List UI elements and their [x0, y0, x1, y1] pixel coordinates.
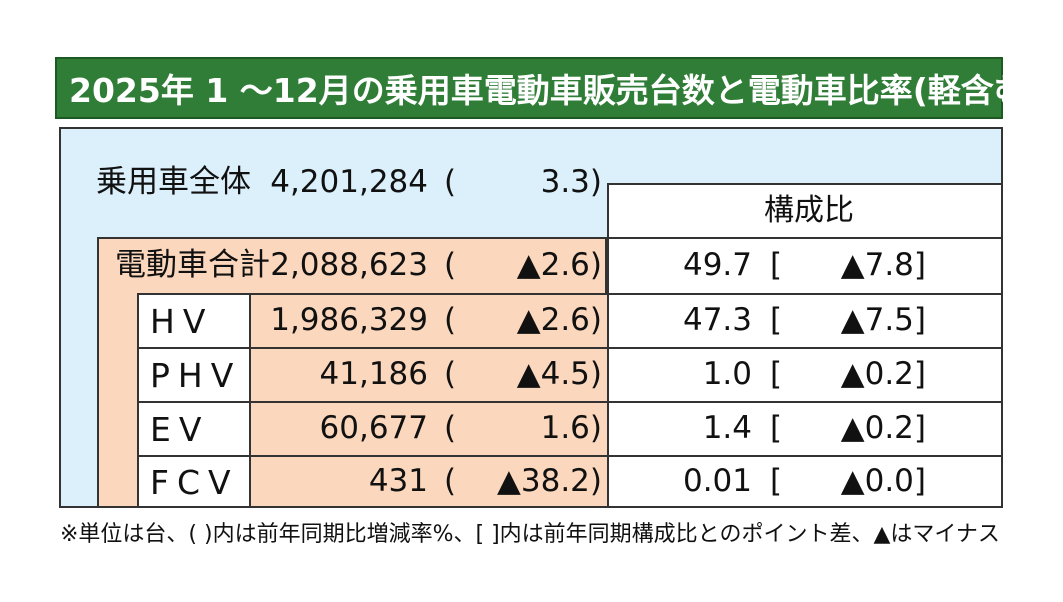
row-ratio: 1.0 — [702, 356, 752, 392]
total-open-paren: ( — [444, 164, 457, 200]
ratio-divider — [607, 347, 1003, 349]
row-units: 60,677 — [319, 410, 428, 446]
open-paren: ( — [444, 356, 457, 392]
row-ratio-change: ▲7.8] — [840, 247, 926, 283]
row-ratio: 0.01 — [682, 463, 752, 499]
row-change: 1.6) — [540, 410, 602, 446]
row-bg-hv — [251, 293, 607, 349]
row-label-total-ev: 電動車合計 — [115, 247, 270, 283]
total-units: 4,201,284 — [270, 164, 428, 200]
row-label-box-fcv — [137, 455, 251, 508]
row-bg-fcv — [251, 455, 607, 508]
row-change: ▲4.5) — [516, 356, 602, 392]
open-bracket: [ — [770, 247, 783, 283]
ratio-divider — [607, 293, 1003, 295]
row-change: ▲2.6) — [516, 302, 602, 338]
row-units: 431 — [368, 463, 428, 499]
total-change: 3.3) — [540, 164, 602, 200]
row-ratio: 47.3 — [682, 302, 752, 338]
row-units: 1,986,329 — [270, 302, 428, 338]
ratio-divider — [607, 455, 1003, 457]
row-ratio: 1.4 — [702, 410, 752, 446]
open-bracket: [ — [770, 302, 783, 338]
open-bracket: [ — [770, 410, 783, 446]
row-ratio-change: ▲0.2] — [840, 410, 926, 446]
row-label-box-phv — [137, 347, 251, 403]
row-units: 41,186 — [319, 356, 428, 392]
page-title: 2025年 1 ～12月の乗用車電動車販売台数と電動車比率(軽含む) — [69, 71, 1042, 110]
open-paren: ( — [444, 463, 457, 499]
ratio-divider — [607, 237, 1003, 239]
row-change: ▲38.2) — [497, 463, 602, 499]
row-label-ev: EV — [150, 410, 210, 449]
ratio-divider — [607, 401, 1003, 403]
row-ratio-change: ▲7.5] — [840, 302, 926, 338]
row-change: ▲2.6) — [516, 247, 602, 283]
footnote: ※単位は台、( )内は前年同期比増減率%、[ ]内は前年同期構成比とのポイント差… — [60, 522, 1000, 547]
row-label-phv: PHV — [150, 356, 242, 395]
row-label-box-hv — [137, 293, 251, 349]
open-paren: ( — [444, 302, 457, 338]
row-ratio-change: ▲0.0] — [840, 463, 926, 499]
row-bg-phv — [251, 347, 607, 403]
open-paren: ( — [444, 410, 457, 446]
open-paren: ( — [444, 247, 457, 283]
title-bar: 2025年 1 ～12月の乗用車電動車販売台数と電動車比率(軽含む) — [55, 57, 1042, 119]
total-label: 乗用車全体 — [96, 164, 251, 200]
row-ratio-change: ▲0.2] — [840, 356, 926, 392]
row-label-hv: HV — [150, 302, 214, 341]
row-units: 2,088,623 — [270, 247, 428, 283]
ratio-table — [607, 183, 1003, 508]
ratio-header: 構成比 — [764, 193, 854, 228]
open-bracket: [ — [770, 463, 783, 499]
row-label-fcv: FCV — [150, 463, 239, 502]
row-ratio: 49.7 — [682, 247, 752, 283]
open-bracket: [ — [770, 356, 783, 392]
